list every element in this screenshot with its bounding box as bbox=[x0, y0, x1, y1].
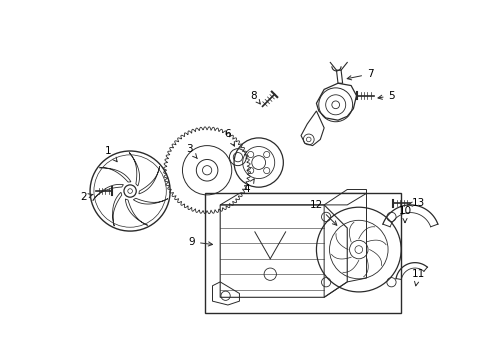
Text: 9: 9 bbox=[188, 237, 212, 247]
Text: 11: 11 bbox=[410, 269, 424, 286]
Text: 1: 1 bbox=[105, 146, 117, 162]
Text: 5: 5 bbox=[377, 91, 394, 100]
Text: 10: 10 bbox=[398, 206, 411, 222]
Text: 8: 8 bbox=[249, 91, 260, 104]
Text: 6: 6 bbox=[224, 129, 234, 146]
Text: 12: 12 bbox=[309, 200, 336, 225]
Text: 4: 4 bbox=[244, 179, 254, 194]
Text: 3: 3 bbox=[186, 144, 197, 159]
Text: 2: 2 bbox=[81, 192, 93, 202]
Text: 7: 7 bbox=[346, 69, 373, 80]
Text: 13: 13 bbox=[407, 198, 424, 208]
